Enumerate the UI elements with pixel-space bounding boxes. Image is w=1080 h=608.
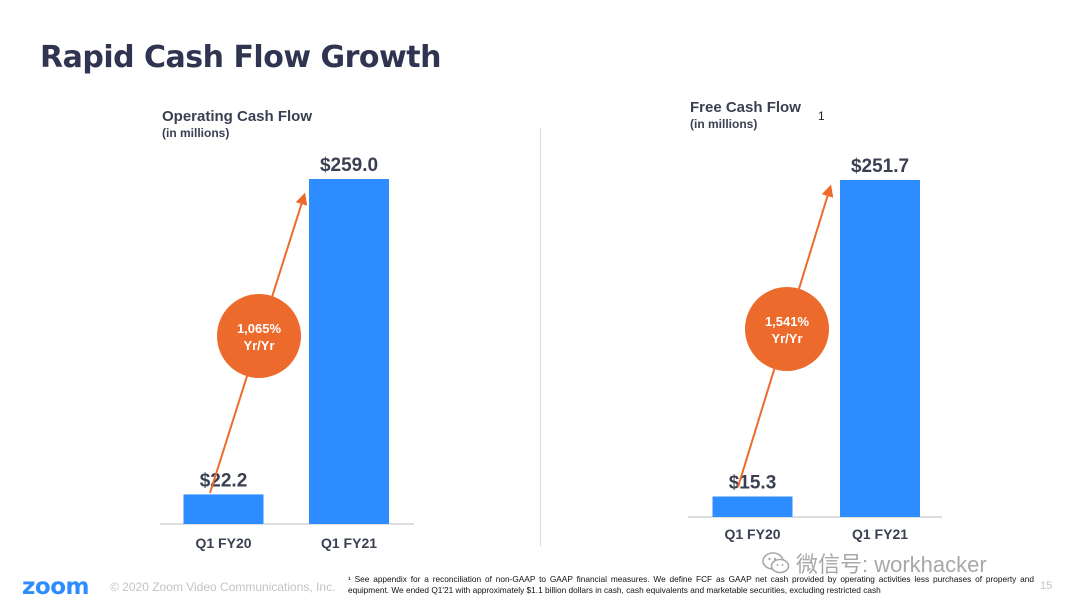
category-label-free-1: Q1 FY21 bbox=[852, 526, 908, 542]
slide-title: Rapid Cash Flow Growth bbox=[40, 40, 441, 75]
zoom-logo: zoom bbox=[22, 574, 89, 600]
value-label-operating-0: $22.2 bbox=[200, 470, 248, 491]
watermark-text: 微信号: workhacker bbox=[796, 552, 987, 577]
footnote-marker: 1 bbox=[818, 109, 825, 123]
copyright-text: © 2020 Zoom Video Communications, Inc. bbox=[110, 580, 336, 594]
chart-subtitle-operating-cash-flow: (in millions) bbox=[162, 126, 230, 140]
wechat-watermark: 微信号: workhacker bbox=[762, 547, 987, 579]
value-label-free-1: $251.7 bbox=[851, 156, 909, 177]
value-label-operating-1: $259.0 bbox=[320, 155, 378, 176]
footnote-text: ¹ See appendix for a reconciliation of n… bbox=[348, 574, 1034, 595]
bar-operating-q1-fy20 bbox=[183, 494, 264, 524]
wechat-icon bbox=[762, 552, 790, 574]
growth-badge-operating bbox=[217, 294, 301, 378]
growth-percent-operating: 1,065% bbox=[237, 321, 282, 336]
growth-percent-free: 1,541% bbox=[765, 314, 810, 329]
page-number: 15 bbox=[1040, 580, 1053, 592]
chart-subtitle-free-cash-flow: (in millions) bbox=[690, 117, 758, 131]
growth-period-operating: Yr/Yr bbox=[243, 338, 274, 353]
category-label-operating-0: Q1 FY20 bbox=[195, 535, 251, 551]
bar-free-q1-fy20 bbox=[712, 496, 793, 517]
growth-period-free: Yr/Yr bbox=[771, 331, 802, 346]
growth-badge-free bbox=[745, 287, 829, 371]
bar-operating-q1-fy21 bbox=[309, 179, 389, 524]
chart-title-operating-cash-flow: Operating Cash Flow bbox=[162, 108, 313, 125]
category-label-free-0: Q1 FY20 bbox=[724, 526, 780, 542]
chart-divider bbox=[540, 128, 541, 546]
bar-free-q1-fy21 bbox=[840, 180, 920, 517]
value-label-free-0: $15.3 bbox=[729, 473, 777, 494]
category-label-operating-1: Q1 FY21 bbox=[321, 535, 377, 551]
chart-title-free-cash-flow: Free Cash Flow bbox=[690, 99, 801, 116]
